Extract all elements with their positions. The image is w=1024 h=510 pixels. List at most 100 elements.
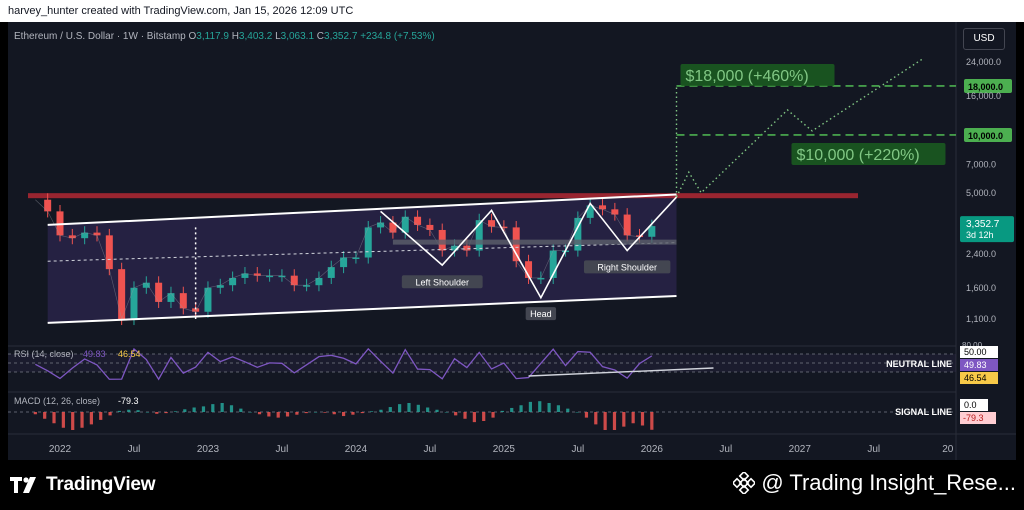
macd-hist-bar [370,411,374,412]
target-axis-box [964,127,1012,142]
macd-hist-bar [257,412,262,415]
macd-hist-bar [360,412,364,414]
rsi-ma-box [960,372,998,384]
chart-svg[interactable]: Left Shoulder Head Right Shoulder $18,000 (… [8,22,1016,460]
current-price-value: 3,352.7 [966,219,1000,230]
symbol-legend: Ethereum / U.S. Dollar · 1W · Bitstamp O… [14,31,435,42]
candle-body [204,287,212,312]
macd-hist-bar [117,410,122,412]
macd-hist-bar [145,412,150,413]
current-price-countdown: 3d 12h [966,230,994,240]
candle-body [303,285,311,287]
macd-hist-bar [416,404,420,412]
macd-hist-bar [622,412,626,427]
open-value: 3,117.9 [196,31,229,42]
macd-hist-bar [304,412,308,414]
channel-mid-line [47,242,677,262]
rsi-line [35,347,653,381]
symbol-name: Ethereum / U.S. Dollar · 1W · Bitstamp [14,31,186,42]
macd-hist-bar [351,412,355,415]
neutral-line-label: NEUTRAL LINE [886,359,952,369]
macd-hist-bar [108,412,112,416]
rsi-value: 49.83 [83,349,106,359]
candle-body [463,245,471,251]
candle-body [118,269,126,319]
candle-body [216,285,224,288]
x-tick-label: Jul [424,444,437,455]
macd-hist-bar [127,409,131,412]
macd-hist-bar [61,412,65,428]
neckline-band [392,239,677,245]
rsi-axis-value: 50.00 [964,347,987,357]
pattern-label-box [401,275,483,289]
tradingview-logo[interactable]: TradingView [10,474,156,496]
head-shoulders-line [380,196,678,300]
candle-body [401,216,409,233]
candle-body [327,267,335,278]
macd-hist-bar [594,412,598,425]
candle-body [290,275,298,286]
x-tick-label: Jul [571,444,584,455]
macd-hist-bar [612,412,617,430]
macd-hist-bar [435,409,439,412]
rsi-ma-value: 46.54 [118,349,141,359]
x-tick-label: Jul [719,444,732,455]
candle-body [278,275,286,278]
pattern-label: Right Shoulder [597,262,657,272]
target-label-box [791,142,946,165]
macd-hist-bar [155,412,159,414]
x-tick-label: 2025 [493,444,516,455]
candle-body [414,216,422,225]
macd-hist-bar [341,412,346,417]
rsi-trendline [528,367,714,377]
candle-body [81,232,89,239]
candle-body [105,235,113,270]
pattern-label-box [583,260,671,274]
target-label: $10,000 (+220%) [796,147,919,164]
candle-body [352,257,360,260]
macd-hist-bar [454,412,458,416]
footer: TradingView @ Trading Insight_Rese... [0,460,1024,510]
candle-body [315,277,323,286]
candle-body [389,222,397,233]
chart-panel[interactable]: Left Shoulder Head Right Shoulder $18,000 (… [8,22,1016,460]
author-name: @ Trading Insight_Rese... [761,470,1016,495]
macd-hist-bar [538,401,542,412]
channel-upper-line [47,193,677,226]
high-value: 3,403.2 [238,31,273,42]
x-tick-label: Jul [276,444,289,455]
candle-body [68,235,76,239]
macd-hist-bar [547,403,551,412]
candle-body [179,293,187,309]
macd-hist-bar [603,412,607,430]
candle-body [611,209,619,215]
macd-hist-bar [323,412,327,413]
macd-label: MACD (12, 26, close) [14,396,100,406]
macd-hist-bar [444,412,448,413]
macd-hist-bar [426,407,430,412]
macd-hist-bar [631,412,635,424]
candle-body [475,220,483,251]
macd-hist-bar [248,412,252,413]
candle-body [623,214,631,236]
signal-line-label: SIGNAL LINE [895,407,952,417]
x-tick-label: Jul [128,444,141,455]
y-tick-label: 24,000.0 [966,57,1001,67]
macd-hist-bar [584,412,589,418]
macd-hist-bar [239,408,243,412]
macd-hist-bar [295,412,299,415]
candle-body [241,273,249,278]
attribution-bar: harvey_hunter created with TradingView.c… [0,0,1024,22]
currency-button[interactable]: USD [963,28,1005,50]
candle-body [377,222,385,228]
pattern-label-box [525,307,557,321]
macd-hist-bar [398,404,402,412]
macd-hist-bar [313,412,318,413]
macd-hist-bar [52,412,56,424]
rsi-axis-current: 49.83 [964,360,987,370]
macd-hist-bar [388,407,392,412]
macd-hist-bar [80,412,84,428]
x-tick-label: 2027 [789,444,812,455]
resistance-band [28,193,858,199]
candle-body [451,245,459,251]
